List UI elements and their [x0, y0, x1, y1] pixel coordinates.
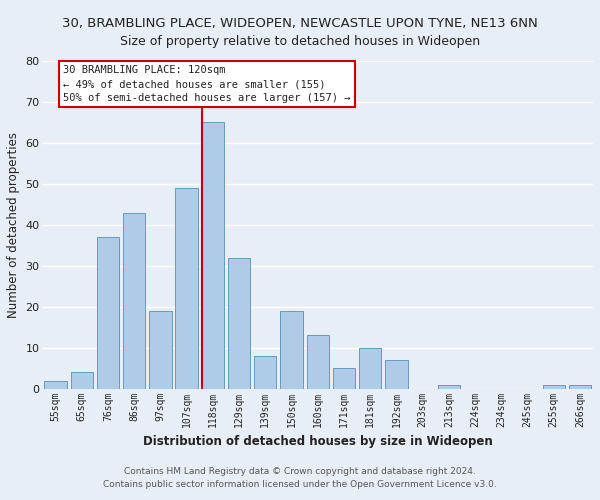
Bar: [333, 368, 355, 388]
Bar: [175, 188, 198, 388]
Bar: [202, 122, 224, 388]
Bar: [97, 237, 119, 388]
Bar: [44, 380, 67, 388]
Bar: [71, 372, 93, 388]
Bar: [307, 336, 329, 388]
Text: Contains public sector information licensed under the Open Government Licence v3: Contains public sector information licen…: [103, 480, 497, 489]
Bar: [228, 258, 250, 388]
Text: Contains HM Land Registry data © Crown copyright and database right 2024.: Contains HM Land Registry data © Crown c…: [124, 467, 476, 476]
Bar: [359, 348, 382, 389]
Text: 30 BRAMBLING PLACE: 120sqm
← 49% of detached houses are smaller (155)
50% of sem: 30 BRAMBLING PLACE: 120sqm ← 49% of deta…: [64, 65, 351, 103]
Y-axis label: Number of detached properties: Number of detached properties: [7, 132, 20, 318]
Bar: [437, 384, 460, 388]
Bar: [542, 384, 565, 388]
Bar: [385, 360, 407, 388]
Bar: [123, 212, 145, 388]
Text: Size of property relative to detached houses in Wideopen: Size of property relative to detached ho…: [120, 35, 480, 48]
X-axis label: Distribution of detached houses by size in Wideopen: Distribution of detached houses by size …: [143, 435, 493, 448]
Bar: [280, 311, 302, 388]
Bar: [569, 384, 591, 388]
Text: 30, BRAMBLING PLACE, WIDEOPEN, NEWCASTLE UPON TYNE, NE13 6NN: 30, BRAMBLING PLACE, WIDEOPEN, NEWCASTLE…: [62, 18, 538, 30]
Bar: [254, 356, 277, 388]
Bar: [149, 311, 172, 388]
